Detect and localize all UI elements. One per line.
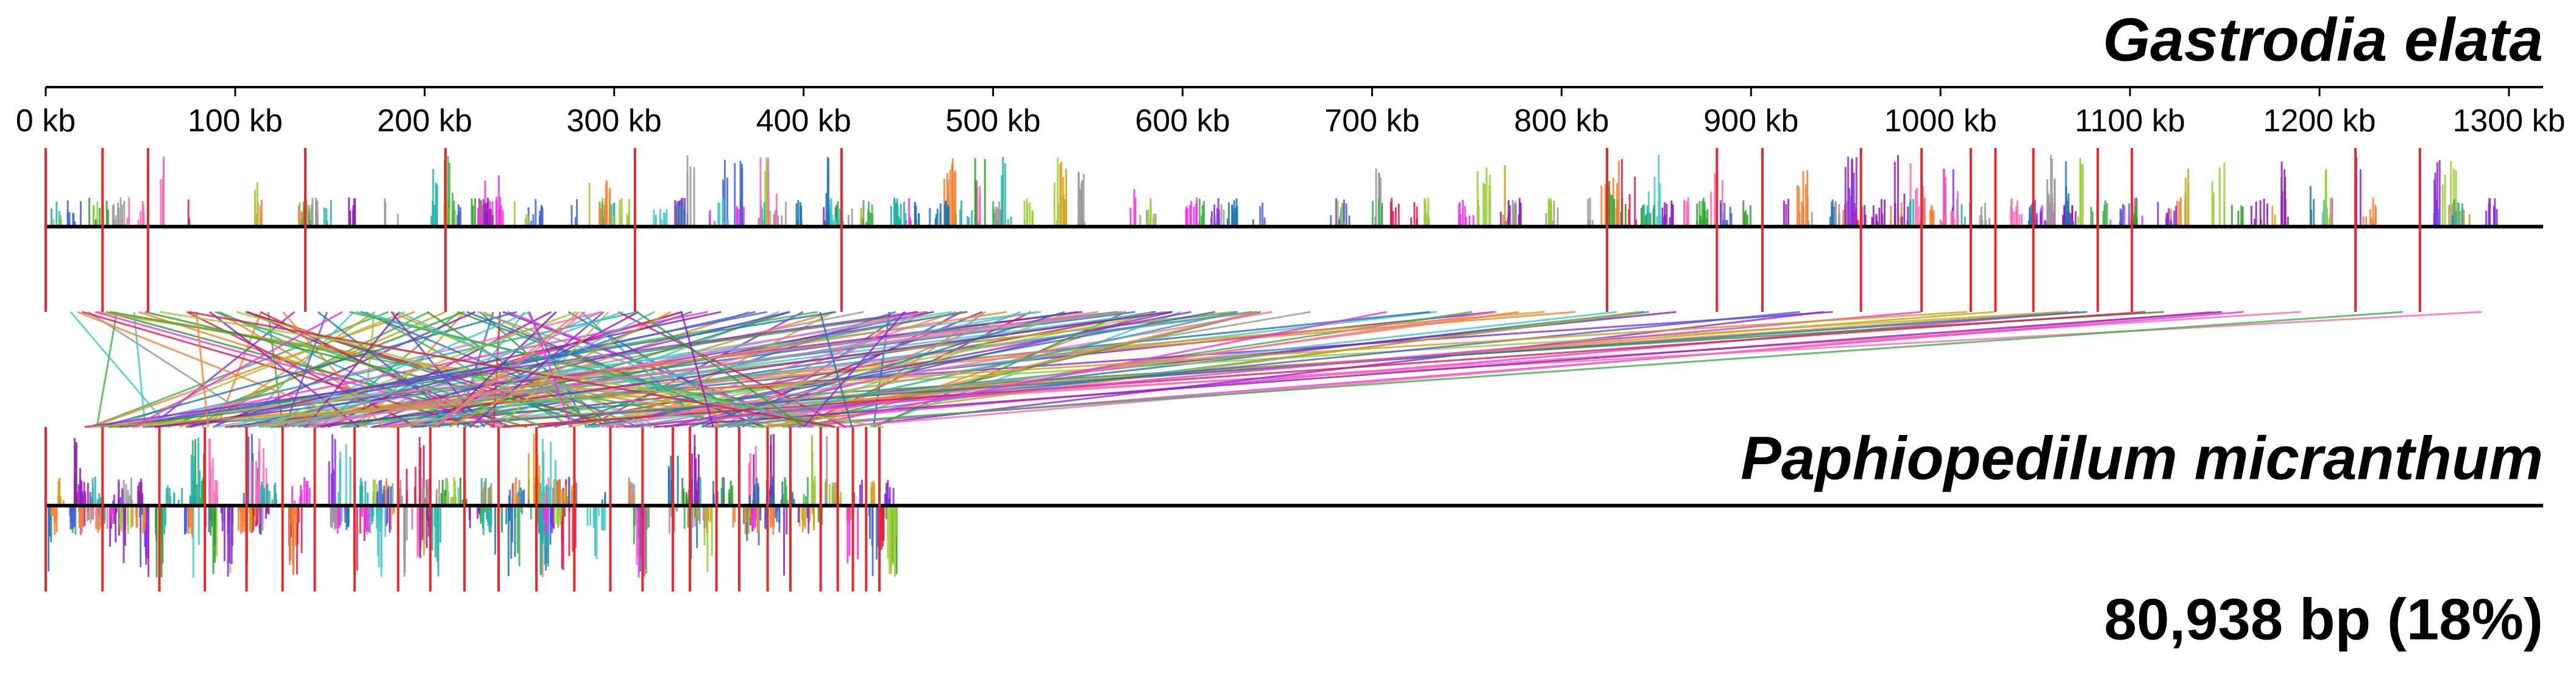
x-tick-label: 600 kb [1135,104,1230,139]
connector [392,311,1037,428]
connector [528,311,573,428]
connector [69,311,170,428]
connector [236,311,651,428]
connector [410,311,2087,428]
connector [200,311,375,428]
connector [209,311,360,428]
connector [449,311,672,428]
connector [213,311,952,428]
connector [116,311,406,428]
x-tick-label: 100 kb [188,104,283,139]
connector [718,311,1238,428]
connector [91,311,415,428]
connector [713,311,1497,428]
connector [87,311,1126,428]
connector [538,311,1155,428]
connector [120,311,1545,428]
connector [77,311,369,428]
main: Gastrodia elata Paphiopedilum micranthum… [16,5,2566,652]
connector [798,311,1387,428]
connector [500,311,609,428]
x-tick-label: 1200 kb [2263,104,2376,139]
genome-title: Paphiopedilum micranthum [1740,424,2543,492]
connector [258,311,530,428]
connector [601,311,1272,428]
connector [119,311,837,428]
connector [133,311,343,428]
x-tick-label: 1000 kb [1884,104,1997,139]
x-tick-label: 400 kb [756,104,851,139]
connector [321,311,1173,428]
connector [636,311,806,428]
connector [94,311,511,428]
connector [389,311,2069,428]
connector [283,311,1099,428]
connector [616,311,1921,428]
connector [96,311,118,428]
x-tick-label: 0 kb [16,104,76,139]
connector [759,311,2404,428]
x-tick-label: 1300 kb [2452,104,2565,139]
connector [89,311,1968,428]
connector [185,311,722,428]
x-tick-label: 800 kb [1514,104,1609,139]
connector [84,311,918,428]
connector [215,311,545,428]
connector [653,311,2222,428]
x-tick-label: 500 kb [946,104,1041,139]
x-tick-label: 200 kb [377,104,472,139]
genome-title: Gastrodia elata [2102,5,2543,74]
connector [262,311,577,428]
connections [69,311,2482,428]
connector [144,311,632,428]
connector [836,311,2212,428]
connector [349,311,836,428]
connector [109,311,756,428]
connector [397,311,653,428]
connector [188,311,836,428]
x-tick-label: 300 kb [567,104,662,139]
connector [803,311,906,428]
x-tick-label: 700 kb [1324,104,1419,139]
connector [680,311,714,428]
connector [195,311,209,428]
connector [633,311,1645,428]
x-tick-label: 1100 kb [2075,104,2185,139]
summary-label: 80,938 bp (18%) [2104,587,2543,652]
connector [477,311,815,428]
x-tick-label: 900 kb [1703,104,1798,139]
connector [819,311,853,428]
connector [291,311,623,428]
